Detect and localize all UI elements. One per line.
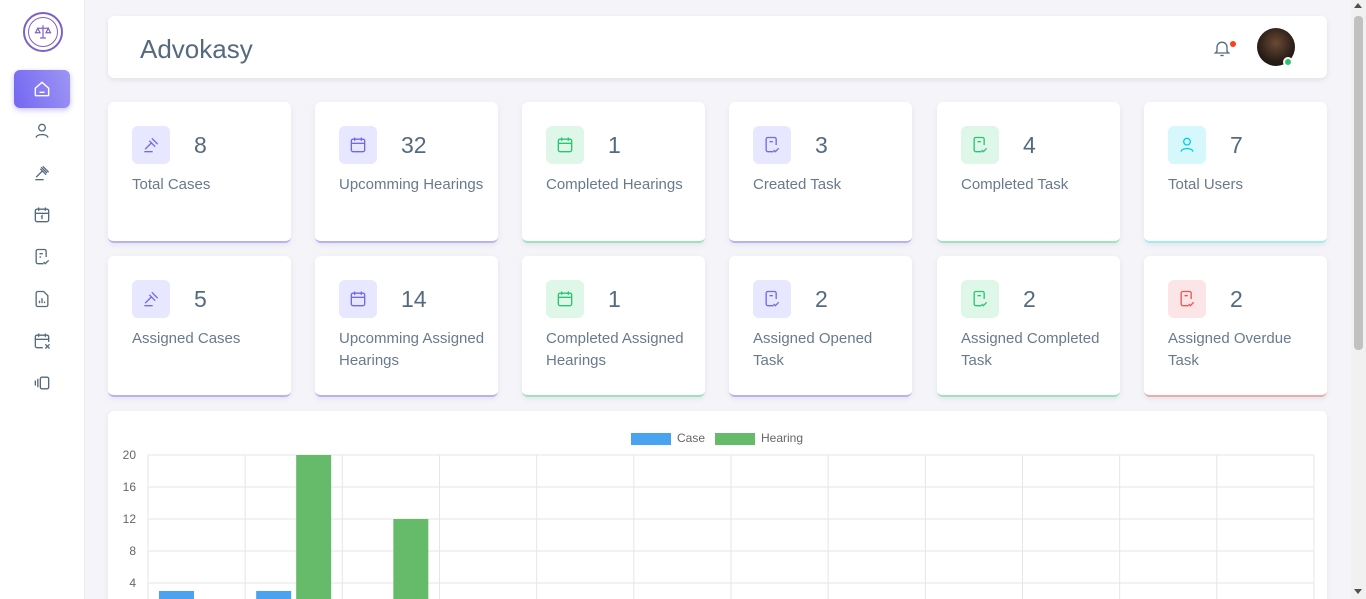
calendar-icon (339, 126, 377, 164)
task-check-icon (961, 126, 999, 164)
stat-label: Total Users (1168, 176, 1244, 193)
bar-case (256, 591, 292, 599)
stat-value: 1 (608, 132, 621, 158)
stat-value: 8 (194, 132, 207, 158)
stat-value: 2 (1230, 286, 1243, 312)
bell-icon[interactable] (1212, 38, 1232, 58)
online-status-dot (1283, 57, 1293, 67)
stat-value: 1 (608, 286, 621, 312)
stat-card-upcoming-hearings[interactable]: 32 Upcomming Hearings (315, 102, 498, 243)
sidebar-item-users[interactable] (14, 112, 70, 150)
calendar-icon (339, 280, 377, 318)
sidebar-item-overdue[interactable] (14, 322, 70, 360)
task-check-icon (35, 248, 50, 265)
sidebar-item-reports[interactable] (14, 280, 70, 318)
y-tick-label: 20 (123, 448, 137, 462)
stat-label: Completed Task (961, 176, 1069, 193)
stat-label: Assigned Opened Task (753, 330, 873, 369)
legend-swatch-case (631, 433, 671, 445)
stat-value: 5 (194, 286, 207, 312)
home-icon (34, 81, 50, 97)
stat-card-created-task[interactable]: 3 Created Task (729, 102, 912, 243)
stat-label: Total Cases (132, 176, 211, 193)
stat-value: 3 (815, 132, 828, 158)
case-hearing-chart: 4 8 12 16 20 Case Hearing (108, 411, 1327, 599)
bar-chart: 4 8 12 16 20 Case Hearing (123, 431, 1315, 599)
stat-label: Created Task (753, 176, 842, 193)
task-check-icon (961, 280, 999, 318)
stat-card-completed-task[interactable]: 4 Completed Task (937, 102, 1120, 243)
stat-card-assigned-opened-task[interactable]: 2 Assigned Opened Task (729, 256, 912, 397)
legend-swatch-hearing (715, 433, 755, 445)
stat-value: 2 (815, 286, 828, 312)
gavel-icon (132, 280, 170, 318)
bar-hearing (393, 519, 429, 599)
y-tick-label: 16 (123, 480, 137, 494)
sidebar-item-cases[interactable] (14, 154, 70, 192)
stat-value: 2 (1023, 286, 1036, 312)
stat-value: 14 (401, 286, 427, 312)
bar-hearing (296, 455, 332, 599)
page-scrollbar[interactable] (1351, 0, 1366, 599)
sidebar-item-tasks[interactable] (14, 238, 70, 276)
user-icon (35, 123, 49, 138)
stat-card-total-users[interactable]: 7 Total Users (1144, 102, 1327, 243)
stat-card-upcoming-assigned-hearings[interactable]: 14 Upcomming Assigned Hearings (315, 256, 498, 397)
stat-card-total-cases[interactable]: 8 Total Cases (108, 102, 291, 243)
stat-card-assigned-overdue-task[interactable]: 2 Assigned Overdue Task (1144, 256, 1327, 397)
app-title: Advokasy (140, 34, 253, 64)
stat-label: Completed Assigned Hearings (546, 330, 684, 369)
stat-label: Upcomming Assigned Hearings (339, 330, 485, 369)
sidebar (0, 0, 85, 599)
stat-label: Assigned Overdue Task (1168, 330, 1292, 369)
stat-value: 4 (1023, 132, 1036, 158)
calendar-x-icon (34, 333, 50, 349)
user-icon (1168, 126, 1206, 164)
brand-logo[interactable] (23, 12, 63, 52)
stat-card-completed-assigned-hearings[interactable]: 1 Completed Assigned Hearings (522, 256, 705, 397)
scales-logo-icon (28, 17, 58, 47)
bar-case (159, 591, 194, 599)
sidebar-item-more[interactable] (14, 364, 70, 402)
y-tick-label: 4 (129, 576, 136, 590)
stat-card-completed-hearings[interactable]: 1 Completed Hearings (522, 102, 705, 243)
sidebar-item-dashboard[interactable] (14, 70, 70, 108)
stat-label: Upcomming Hearings (339, 176, 484, 193)
stat-value: 7 (1230, 132, 1243, 158)
layers-icon (34, 376, 50, 390)
stat-label: Assigned Cases (132, 330, 241, 347)
scroll-thumb[interactable] (1354, 16, 1363, 350)
stat-value: 32 (401, 132, 427, 158)
y-tick-label: 12 (123, 512, 137, 526)
report-icon (35, 290, 49, 308)
stat-label: Assigned Completed Task (961, 330, 1100, 369)
gavel-icon (132, 126, 170, 164)
calendar-icon (34, 207, 50, 223)
legend-label-hearing: Hearing (761, 431, 803, 445)
calendar-icon (546, 280, 584, 318)
calendar-icon (546, 126, 584, 164)
notification-badge (1230, 41, 1236, 47)
task-icon (753, 280, 791, 318)
stat-label: Completed Hearings (546, 176, 683, 193)
gavel-icon (35, 165, 50, 181)
sidebar-item-hearings[interactable] (14, 196, 70, 234)
stat-card-assigned-cases[interactable]: 5 Assigned Cases (108, 256, 291, 397)
y-tick-label: 8 (129, 544, 136, 558)
scroll-up-icon[interactable] (1354, 3, 1362, 8)
task-icon (753, 126, 791, 164)
legend-label-case: Case (677, 431, 705, 445)
scroll-down-icon[interactable] (1354, 589, 1362, 594)
task-check-icon (1168, 280, 1206, 318)
top-navbar: Advokasy (108, 16, 1327, 78)
stat-card-assigned-completed-task[interactable]: 2 Assigned Completed Task (937, 256, 1120, 397)
